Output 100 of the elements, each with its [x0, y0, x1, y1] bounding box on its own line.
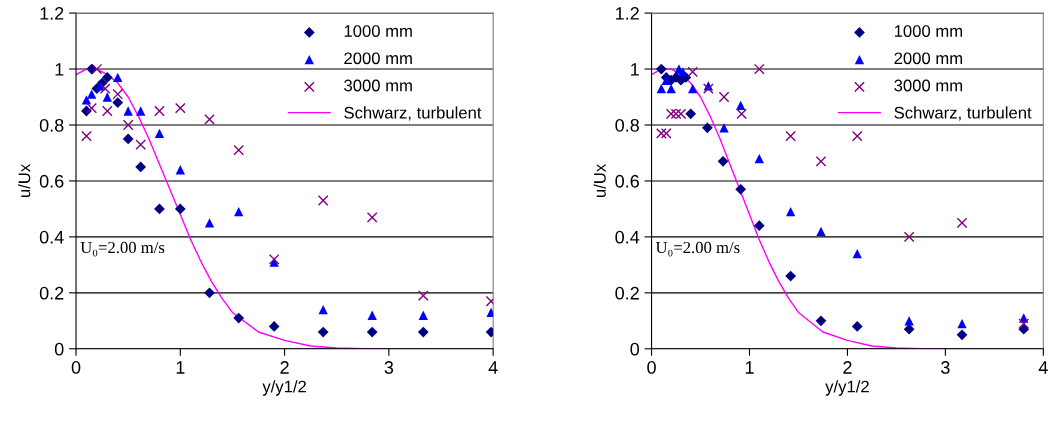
y-tick-label: 1.2	[40, 7, 64, 20]
y-tick-label: 0.8	[39, 118, 64, 132]
y-tick-label: 0	[630, 342, 640, 356]
y-tick-label: 0.2	[39, 286, 64, 300]
point	[735, 183, 747, 195]
point	[670, 108, 682, 120]
point	[956, 329, 968, 341]
point	[1018, 318, 1030, 329]
point	[666, 83, 676, 94]
point	[101, 72, 113, 83]
point	[702, 122, 713, 134]
y-tick-label: 1.2	[616, 7, 639, 20]
point	[678, 67, 688, 77]
point	[852, 249, 862, 259]
x-axis-title: y/y1/2	[825, 380, 869, 396]
legend-label: Schwarz, turbulent	[344, 106, 482, 121]
point	[688, 83, 698, 94]
point	[87, 89, 97, 99]
point	[113, 72, 123, 83]
point	[154, 105, 165, 117]
legend-label: 1000 mm	[344, 25, 412, 37]
legend-label: 3000 mm	[344, 79, 412, 92]
point	[956, 217, 968, 229]
point	[753, 220, 765, 232]
point	[957, 318, 967, 329]
point	[655, 128, 667, 139]
x-tick-label: 0	[647, 361, 656, 374]
point	[102, 92, 112, 102]
point	[656, 83, 666, 94]
legend-label: 2000 mm	[344, 52, 412, 65]
y-axis-title: u/Ux	[18, 163, 31, 197]
legend-label: 1000 mm	[894, 25, 963, 37]
point	[685, 108, 697, 120]
point	[366, 211, 378, 223]
point	[99, 83, 111, 94]
point	[174, 203, 186, 215]
y-tick-label: 1	[631, 63, 639, 76]
y-tick-label: 0	[54, 342, 64, 356]
x-tick-label: 1	[176, 361, 185, 374]
y-tick-label: 1	[55, 63, 64, 76]
point	[112, 97, 124, 108]
x-tick-label: 3	[384, 361, 394, 374]
point	[717, 155, 729, 167]
point	[736, 100, 746, 111]
y-tick-label: 0.6	[615, 174, 639, 188]
point	[154, 203, 165, 215]
point	[122, 119, 134, 131]
point	[81, 95, 92, 105]
legend-label: Schwarz, turbulent	[894, 106, 1032, 121]
point	[753, 63, 765, 75]
x-tick-label: 1	[745, 361, 754, 374]
x-tick-label: 3	[941, 361, 950, 374]
point	[268, 321, 280, 332]
point	[101, 105, 113, 117]
point	[233, 312, 245, 324]
point	[687, 66, 699, 78]
point	[317, 195, 329, 206]
point	[135, 139, 147, 150]
x-axis-title: y/y1/2	[262, 380, 306, 396]
x-tick-label: 0	[71, 361, 81, 374]
point	[417, 326, 429, 338]
point	[816, 226, 826, 236]
point	[486, 307, 494, 318]
point	[122, 133, 134, 145]
annotation: U₀=2.00 m/s	[80, 241, 165, 257]
point	[318, 304, 328, 315]
point	[736, 108, 748, 120]
y-tick-label: 0.8	[615, 118, 639, 132]
annotation: U₀=2.00 m/s	[655, 241, 740, 257]
point	[655, 63, 667, 75]
point	[417, 290, 429, 301]
legend-label: 3000 mm	[894, 79, 963, 92]
point	[268, 253, 280, 265]
point	[136, 106, 146, 116]
point	[86, 102, 98, 114]
point	[91, 63, 103, 75]
y-axis-title: u/Ux	[593, 163, 606, 197]
point	[175, 165, 185, 175]
x-tick-label: 4	[488, 361, 498, 374]
point	[785, 270, 797, 282]
point	[719, 123, 729, 133]
y-tick-label: 0.6	[39, 174, 64, 188]
point	[204, 114, 215, 125]
point	[851, 321, 863, 332]
point	[234, 207, 244, 217]
x-tick-label: 2	[843, 361, 852, 374]
y-tick-label: 0.4	[39, 230, 64, 244]
point	[418, 310, 428, 320]
point	[785, 207, 796, 217]
point	[204, 218, 215, 228]
point	[154, 128, 165, 139]
point	[135, 161, 147, 173]
point	[815, 156, 827, 167]
point	[754, 153, 764, 164]
point	[112, 88, 124, 100]
x-tick-label: 2	[280, 361, 289, 374]
point	[903, 231, 915, 243]
point	[174, 102, 186, 114]
point	[785, 130, 796, 142]
point	[317, 326, 329, 338]
